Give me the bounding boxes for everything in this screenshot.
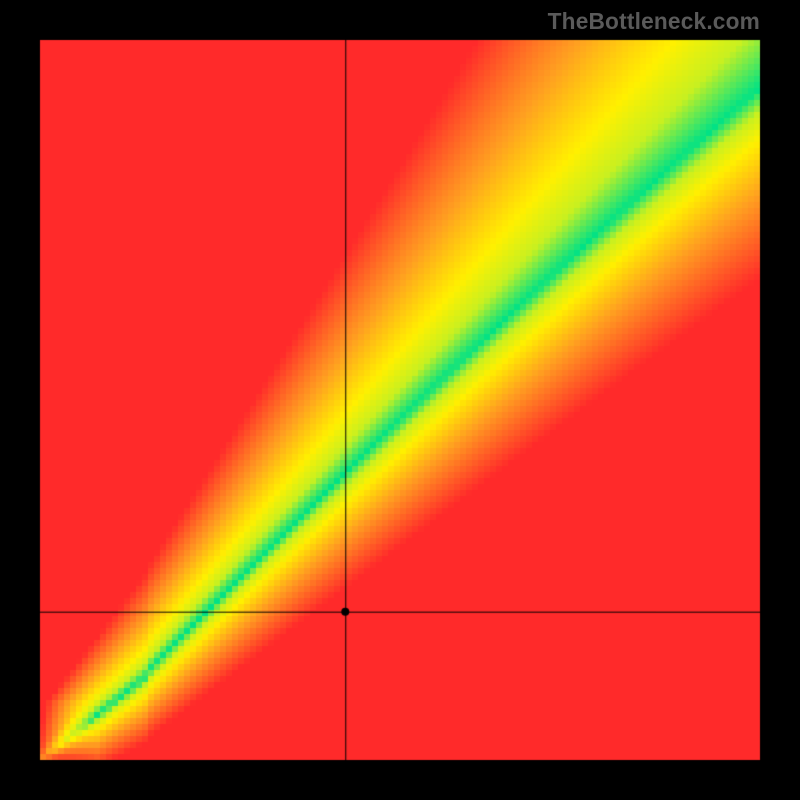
- attribution-text: TheBottleneck.com: [548, 8, 760, 35]
- bottleneck-heatmap: [0, 0, 800, 800]
